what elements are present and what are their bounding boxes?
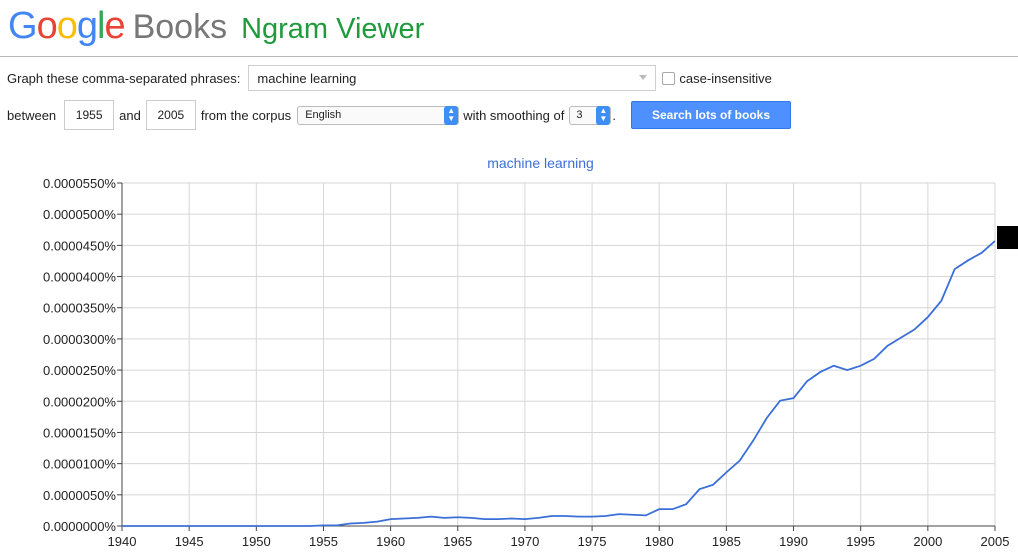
phrase-row: Graph these comma-separated phrases: mac… [7, 63, 772, 93]
books-wordmark: Books [132, 8, 228, 46]
google-wordmark: Google [8, 5, 126, 47]
y-tick-label: 0.0000300% [43, 332, 116, 347]
case-insensitive-checkbox[interactable] [662, 71, 676, 85]
series-line [122, 240, 996, 527]
y-tick-label: 0.0000550% [43, 176, 116, 191]
y-tick-label: 0.0000100% [43, 457, 116, 472]
x-tick-label: 1955 [309, 534, 338, 549]
smoothing-value: 3 [576, 109, 583, 121]
smoothing-label: with smoothing of [463, 107, 565, 123]
ngram-chart: 1940 1945 1950 1955 1960 1965 1970 1975 1980 1985… [43, 155, 1010, 549]
x-tick-label: 1950 [242, 534, 271, 549]
y-tick-label: 0.0000200% [43, 394, 116, 409]
x-tick-label: 2005 [981, 534, 1010, 549]
y-tick-label: 0.0000400% [43, 270, 116, 285]
app-title: Ngram Viewer [241, 13, 425, 45]
x-tick-label: 1990 [779, 534, 808, 549]
phrases-value: machine learning [257, 70, 357, 86]
y-tick-label: 0.0000250% [43, 363, 116, 378]
between-label: between [7, 107, 57, 123]
x-tick-label: 1960 [376, 534, 405, 549]
options-row: between 1955 and 2005 from the corpus En… [7, 99, 791, 131]
x-tick-label: 1980 [645, 534, 674, 549]
legend-label: machine learning [487, 155, 594, 171]
google-books-logo[interactable]: Google Books Ngram Viewer [8, 4, 424, 48]
end-year-input[interactable]: 2005 [145, 100, 196, 130]
x-tick-label: 1965 [443, 534, 472, 549]
x-tick-label: 1985 [712, 534, 741, 549]
dropdown-arrow-icon[interactable] [639, 75, 648, 80]
header-divider [0, 56, 1018, 57]
x-tick-label: 1945 [175, 534, 204, 549]
smoothing-select[interactable]: 3 ▲ ▼ [569, 105, 612, 125]
corpus-value: English [305, 109, 342, 121]
y-tick-label: 0.0000350% [43, 301, 116, 316]
select-arrows-icon: ▲ ▼ [444, 105, 459, 125]
select-arrows-icon: ▲ ▼ [596, 105, 611, 125]
phrases-input[interactable]: machine learning [248, 65, 657, 91]
x-tick-label: 1940 [108, 534, 137, 549]
y-tick-label: 0.0000450% [43, 238, 116, 253]
y-tick-label: 0.0000150% [43, 425, 116, 440]
tooltip-marker [997, 226, 1018, 249]
corpus-select[interactable]: English ▲ ▼ [297, 105, 460, 125]
y-tick-label: 0.0000500% [43, 207, 116, 222]
x-tick-label: 1975 [578, 534, 607, 549]
period-mark: . [612, 107, 616, 123]
phrases-label: Graph these comma-separated phrases: [7, 70, 241, 86]
corpus-label: from the corpus [200, 107, 292, 123]
x-tick-label: 1970 [510, 534, 539, 549]
case-insensitive-label: case-insensitive [679, 70, 772, 86]
start-year-input[interactable]: 1955 [64, 100, 115, 130]
y-tick-label: 0.0000000% [43, 519, 116, 534]
x-tick-label: 2000 [913, 534, 942, 549]
x-tick-label: 1995 [846, 534, 875, 549]
and-label: and [119, 107, 141, 123]
search-button[interactable]: Search lots of books [630, 101, 791, 129]
y-tick-label: 0.0000050% [43, 488, 116, 503]
